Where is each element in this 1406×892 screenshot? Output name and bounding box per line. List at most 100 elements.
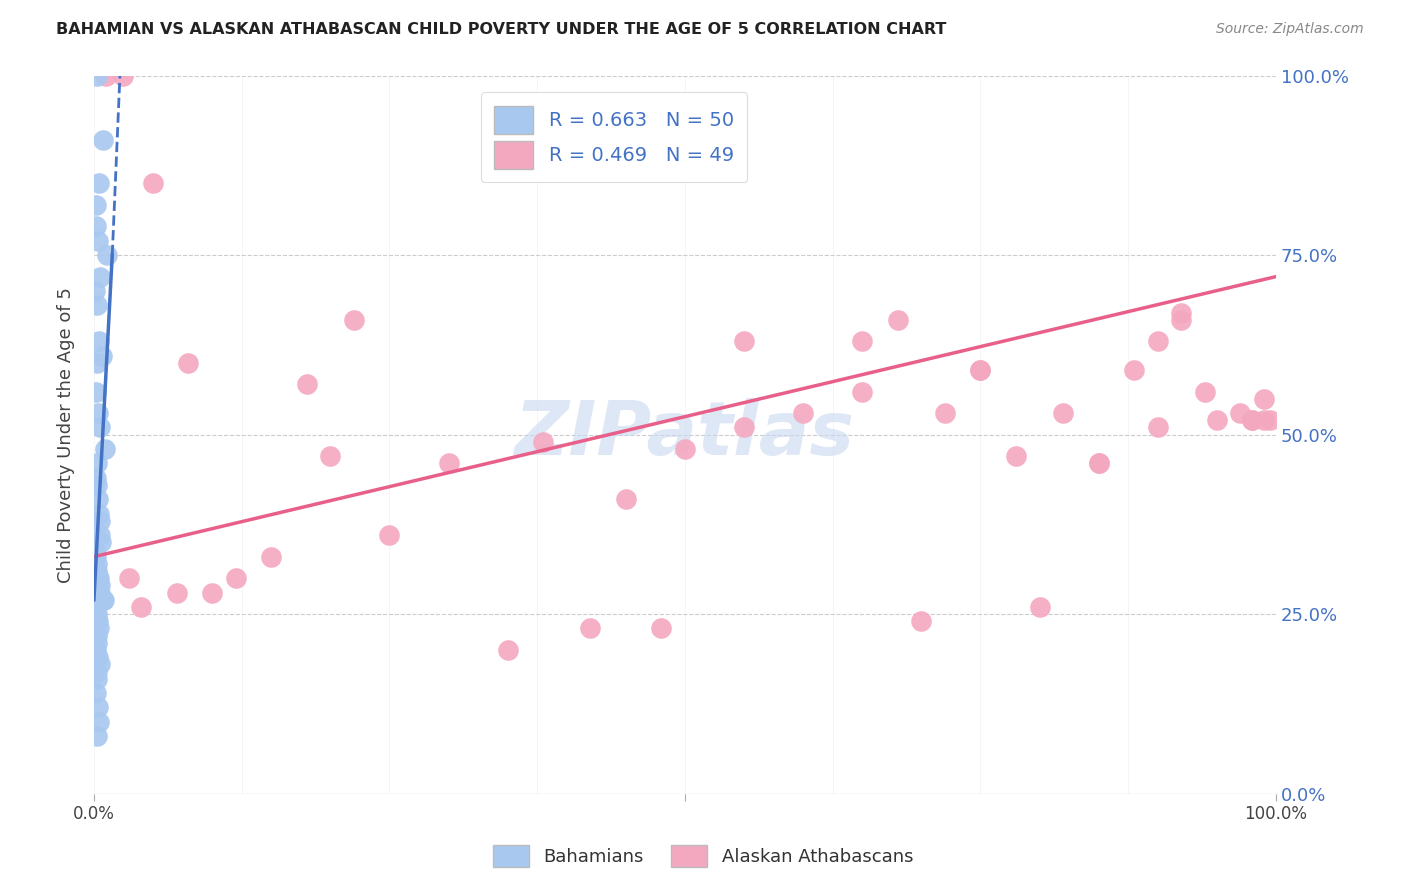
Point bbox=[86, 636, 108, 650]
Point bbox=[1241, 413, 1264, 427]
Point bbox=[94, 69, 117, 83]
Point bbox=[129, 599, 152, 614]
Point bbox=[89, 657, 111, 672]
Point bbox=[733, 334, 755, 349]
Point bbox=[142, 176, 165, 190]
Point bbox=[87, 234, 110, 248]
Point bbox=[1005, 449, 1028, 463]
Point bbox=[91, 592, 114, 607]
Point bbox=[496, 643, 519, 657]
Point bbox=[437, 456, 460, 470]
Point bbox=[1170, 305, 1192, 319]
Point bbox=[673, 442, 696, 456]
Point bbox=[1052, 406, 1074, 420]
Point bbox=[86, 298, 108, 312]
Point bbox=[84, 542, 107, 557]
Point bbox=[531, 434, 554, 449]
Point bbox=[90, 535, 112, 549]
Text: BAHAMIAN VS ALASKAN ATHABASCAN CHILD POVERTY UNDER THE AGE OF 5 CORRELATION CHAR: BAHAMIAN VS ALASKAN ATHABASCAN CHILD POV… bbox=[56, 22, 946, 37]
Point bbox=[343, 312, 366, 326]
Point bbox=[1229, 406, 1251, 420]
Point bbox=[89, 269, 111, 284]
Point bbox=[1028, 599, 1050, 614]
Point bbox=[86, 665, 108, 679]
Point bbox=[1087, 456, 1109, 470]
Point bbox=[86, 564, 108, 578]
Point bbox=[86, 629, 108, 643]
Point bbox=[84, 384, 107, 399]
Point bbox=[89, 528, 111, 542]
Point bbox=[84, 643, 107, 657]
Point bbox=[886, 312, 908, 326]
Point bbox=[1087, 456, 1109, 470]
Point bbox=[87, 406, 110, 420]
Point bbox=[166, 585, 188, 599]
Point bbox=[1194, 384, 1216, 399]
Point bbox=[851, 384, 873, 399]
Y-axis label: Child Poverty Under the Age of 5: Child Poverty Under the Age of 5 bbox=[58, 286, 75, 582]
Point bbox=[295, 377, 318, 392]
Point bbox=[96, 248, 118, 262]
Point bbox=[87, 615, 110, 629]
Point bbox=[969, 363, 991, 377]
Point bbox=[86, 456, 108, 470]
Point bbox=[89, 578, 111, 592]
Point bbox=[87, 507, 110, 521]
Point bbox=[1146, 334, 1168, 349]
Point bbox=[614, 492, 637, 507]
Point bbox=[1205, 413, 1227, 427]
Point bbox=[201, 585, 224, 599]
Point bbox=[1123, 363, 1146, 377]
Point bbox=[87, 700, 110, 714]
Point bbox=[84, 284, 107, 298]
Point bbox=[112, 69, 135, 83]
Point bbox=[1253, 392, 1275, 406]
Point bbox=[93, 592, 115, 607]
Point bbox=[1258, 413, 1281, 427]
Point bbox=[87, 650, 110, 665]
Point bbox=[792, 406, 814, 420]
Point bbox=[1170, 312, 1192, 326]
Point bbox=[87, 622, 110, 636]
Point bbox=[84, 686, 107, 700]
Point bbox=[177, 356, 200, 370]
Point bbox=[851, 334, 873, 349]
Point bbox=[87, 571, 110, 585]
Point bbox=[1146, 420, 1168, 434]
Point bbox=[86, 607, 108, 621]
Point bbox=[319, 449, 342, 463]
Point bbox=[910, 615, 932, 629]
Point bbox=[1253, 413, 1275, 427]
Point bbox=[89, 420, 111, 434]
Point bbox=[93, 133, 115, 147]
Point bbox=[650, 622, 672, 636]
Point bbox=[934, 406, 956, 420]
Point bbox=[84, 471, 107, 485]
Point bbox=[260, 549, 283, 564]
Point bbox=[84, 599, 107, 614]
Point bbox=[733, 420, 755, 434]
Point bbox=[1241, 413, 1264, 427]
Text: Source: ZipAtlas.com: Source: ZipAtlas.com bbox=[1216, 22, 1364, 37]
Point bbox=[579, 622, 602, 636]
Point bbox=[86, 69, 108, 83]
Point bbox=[87, 334, 110, 349]
Point bbox=[969, 363, 991, 377]
Point bbox=[84, 198, 107, 212]
Text: ZIPatlas: ZIPatlas bbox=[515, 398, 855, 471]
Point bbox=[87, 176, 110, 190]
Point bbox=[89, 585, 111, 599]
Point bbox=[93, 442, 115, 456]
Point bbox=[378, 528, 401, 542]
Legend: R = 0.663   N = 50, R = 0.469   N = 49: R = 0.663 N = 50, R = 0.469 N = 49 bbox=[481, 93, 748, 183]
Point bbox=[86, 729, 108, 743]
Point bbox=[118, 571, 141, 585]
Point bbox=[84, 219, 107, 234]
Legend: Bahamians, Alaskan Athabascans: Bahamians, Alaskan Athabascans bbox=[485, 838, 921, 874]
Point bbox=[89, 514, 111, 528]
Point bbox=[86, 356, 108, 370]
Point bbox=[225, 571, 247, 585]
Point bbox=[87, 714, 110, 729]
Point bbox=[86, 557, 108, 571]
Point bbox=[87, 571, 110, 585]
